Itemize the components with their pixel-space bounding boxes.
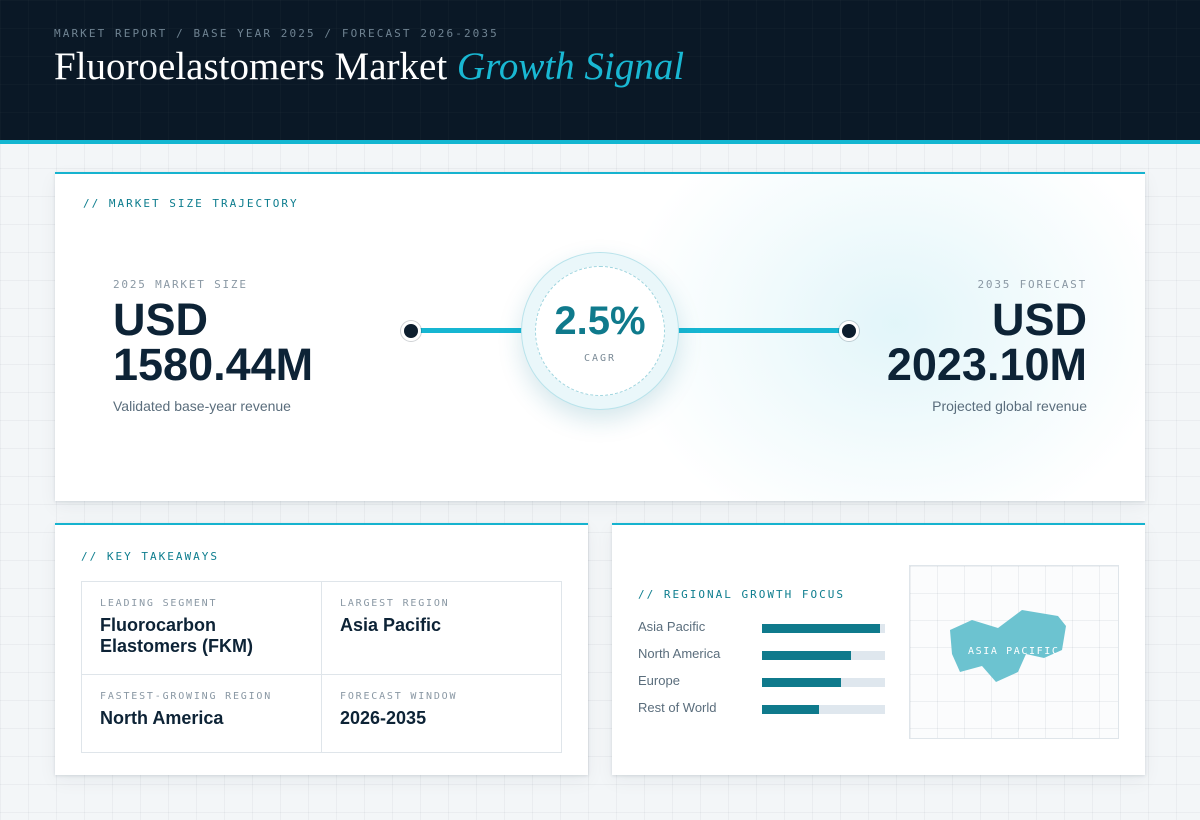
regional-section-label: // REGIONAL GROWTH FOCUS [638, 588, 845, 601]
title-accent: Growth Signal [456, 45, 685, 88]
market-size-card: // MARKET SIZE TRAJECTORY 2025 MARKET SI… [55, 172, 1145, 501]
region-bar-track [762, 705, 885, 714]
background-glow [615, 174, 1145, 501]
region-name: Europe [638, 673, 680, 688]
asia-pacific-region-shape [950, 610, 1066, 682]
region-bar-fill [762, 678, 841, 687]
region-bar-row: North America [638, 646, 888, 662]
region-name: Asia Pacific [638, 619, 706, 634]
map-region-label: ASIA PACIFIC [968, 646, 1060, 657]
takeaway-label: FASTEST-GROWING REGION [100, 691, 273, 702]
region-bar-fill [762, 651, 851, 660]
end-amount: 2023.10M [886, 339, 1087, 390]
takeaways-grid: LEADING SEGMENT Fluorocarbon Elastomers … [81, 581, 562, 753]
takeaway-label: LEADING SEGMENT [100, 598, 218, 609]
region-name: North America [638, 646, 721, 661]
takeaway-value: 2026-2035 [340, 708, 427, 728]
start-stat-label: 2025 MARKET SIZE [113, 278, 248, 291]
trajectory-end-dot [839, 321, 859, 341]
takeaway-largest-region: LARGEST REGION Asia Pacific [322, 582, 561, 675]
region-bar-row: Rest of World [638, 700, 888, 716]
start-amount: 1580.44M [113, 339, 314, 390]
region-name: Rest of World [638, 700, 717, 715]
cagr-badge: 2.5% CAGR [521, 252, 679, 410]
cagr-badge-inner: 2.5% CAGR [535, 266, 665, 396]
end-stat: 2035 FORECAST USD 2023.10M Projected glo… [887, 278, 1087, 414]
title-main: Fluoroelastomers Market [54, 45, 448, 88]
asia-pacific-map-shape [950, 610, 1066, 682]
takeaway-value: Fluorocarbon Elastomers (FKM) [100, 615, 254, 656]
end-currency: USD [991, 294, 1087, 345]
end-stat-label: 2035 FORECAST [977, 278, 1087, 291]
page-title: Fluoroelastomers Market Growth Signal [54, 44, 684, 89]
takeaway-value: North America [100, 708, 224, 728]
takeaways-section-label: // KEY TAKEAWAYS [81, 550, 219, 563]
start-currency: USD [113, 294, 209, 345]
trajectory-start-dot [401, 321, 421, 341]
end-stat-value: USD 2023.10M [887, 297, 1087, 387]
region-map: ASIA PACIFIC [909, 565, 1119, 739]
region-bar-row: Asia Pacific [638, 619, 888, 635]
takeaway-label: LARGEST REGION [340, 598, 450, 609]
report-kicker: MARKET REPORT / BASE YEAR 2025 / FORECAS… [54, 27, 499, 40]
start-stat: 2025 MARKET SIZE USD 1580.44M Validated … [113, 278, 313, 414]
cagr-value: 2.5% [554, 299, 646, 343]
region-bar-fill [762, 624, 881, 633]
region-bar-track [762, 624, 885, 633]
takeaway-value: Asia Pacific [340, 615, 442, 635]
takeaway-label: FORECAST WINDOW [340, 691, 458, 702]
takeaway-forecast-window: FORECAST WINDOW 2026-2035 [322, 675, 561, 752]
takeaway-leading-segment: LEADING SEGMENT Fluorocarbon Elastomers … [82, 582, 322, 675]
regional-growth-card: // REGIONAL GROWTH FOCUS Asia Pacific No… [612, 523, 1145, 775]
region-bar-track [762, 651, 885, 660]
end-stat-caption: Projected global revenue [932, 398, 1087, 414]
report-header: MARKET REPORT / BASE YEAR 2025 / FORECAS… [0, 0, 1200, 144]
start-stat-value: USD 1580.44M [113, 297, 313, 387]
region-bar-track [762, 678, 885, 687]
region-bar-row: Europe [638, 673, 888, 689]
cagr-label: CAGR [583, 353, 617, 364]
key-takeaways-card: // KEY TAKEAWAYS LEADING SEGMENT Fluoroc… [55, 523, 588, 775]
trajectory-section-label: // MARKET SIZE TRAJECTORY [83, 197, 299, 210]
takeaway-fastest-growing-region: FASTEST-GROWING REGION North America [82, 675, 322, 752]
region-bar-fill [762, 705, 819, 714]
start-stat-caption: Validated base-year revenue [113, 398, 291, 414]
